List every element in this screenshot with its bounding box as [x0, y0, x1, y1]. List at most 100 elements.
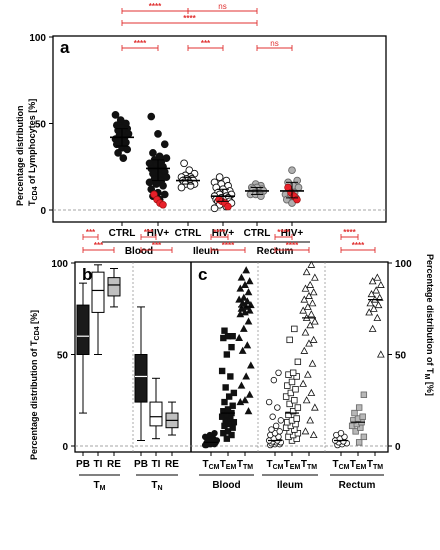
c-point-square — [288, 378, 296, 386]
c-point-square — [360, 433, 368, 441]
c-xtick-label: TCM — [267, 459, 284, 471]
c-point-circle — [275, 369, 282, 376]
c-point-triangle — [245, 390, 254, 398]
c-point-square — [221, 327, 228, 334]
c-ytick-label: 0 — [395, 442, 401, 453]
c-point-circle — [277, 417, 285, 424]
a-point — [147, 112, 156, 121]
c-point-triangle — [246, 361, 255, 369]
c-xtick-label: TTM — [237, 459, 253, 471]
c-point-triangle — [237, 273, 246, 281]
c-point-circle — [265, 398, 273, 406]
c-point-triangle — [376, 350, 385, 358]
c-point-square — [355, 439, 363, 446]
c-point-triangle — [241, 396, 249, 404]
c-point-triangle — [310, 273, 319, 281]
c-point-triangle — [246, 300, 255, 309]
c-point-triangle — [308, 299, 317, 307]
c-point-square — [221, 398, 228, 406]
c-point-triangle — [365, 308, 374, 316]
c-point-square — [218, 367, 226, 375]
c-point-triangle — [242, 266, 251, 274]
c-point-triangle — [236, 284, 245, 292]
panel-b-ylabel: Percentage distribution of TCD4 [%] — [29, 310, 41, 460]
c-point-square — [230, 419, 238, 426]
c-xtick-label: TCM — [203, 459, 220, 471]
panel-a-y-axis: 0 50 100 — [29, 33, 53, 217]
a-point — [159, 181, 167, 190]
c-point-triangle — [244, 317, 253, 325]
a-point — [177, 183, 186, 192]
a-sig-ileum-label: *** — [201, 39, 211, 48]
c-point-triangle — [300, 295, 309, 303]
c-point-square — [291, 325, 298, 333]
b-box — [149, 401, 163, 427]
c-point-square — [230, 389, 238, 397]
c-point-circle — [211, 429, 218, 437]
a-ytick-label: 100 — [29, 33, 46, 44]
b-ytick-label: 50 — [57, 351, 69, 362]
a-xtick-label: HIV+ — [212, 228, 235, 239]
c-point-triangle — [376, 280, 385, 288]
c-point-square — [223, 435, 231, 442]
c-point-triangle — [245, 306, 254, 314]
c-xtick-label: TTM — [367, 459, 383, 471]
c-point-square — [286, 336, 293, 344]
c-point-square — [227, 373, 234, 380]
c-point-triangle — [306, 280, 315, 288]
c-point-triangle — [309, 430, 318, 439]
b-box — [107, 277, 121, 297]
c-point-square — [224, 428, 232, 435]
c-point-square — [355, 404, 363, 411]
b-ytick-label: 0 — [62, 442, 68, 453]
b-sig-1-label: *** — [86, 228, 96, 237]
c-sig-ileum-1-label: **** — [277, 228, 290, 237]
a-group-label: Blood — [125, 246, 153, 257]
b-sig-4-label: *** — [152, 241, 162, 250]
c-point-square — [352, 428, 359, 435]
c-point-triangle — [372, 286, 381, 294]
a-sig-blood-ileum-label: **** — [149, 2, 162, 11]
c-point-triangle — [301, 427, 310, 435]
c-sig-ileum-2-label: **** — [286, 241, 299, 250]
c-point-triangle — [302, 268, 311, 276]
b-ytick-label: 100 — [51, 259, 68, 270]
c-group-label: Blood — [212, 480, 240, 491]
a-point — [114, 149, 122, 157]
c-point-triangle — [235, 333, 244, 342]
c-group-label: Ileum — [277, 480, 303, 491]
b-box — [76, 304, 90, 355]
b-sig-3-label: *** — [144, 228, 154, 237]
c-point-square — [351, 409, 358, 417]
c-point-triangle — [310, 403, 319, 411]
a-point — [215, 173, 224, 181]
panel-c-y-axis: 0 50 100 — [388, 259, 412, 453]
c-point-square — [229, 332, 236, 340]
c-point-square — [294, 404, 302, 411]
b-xtick-label: RE — [107, 459, 121, 470]
a-point — [145, 178, 154, 187]
c-point-square — [225, 393, 233, 400]
c-point-triangle — [243, 297, 252, 305]
c-point-triangle — [243, 341, 252, 349]
a-point — [123, 145, 132, 154]
c-point-square — [359, 413, 366, 420]
c-point-triangle — [306, 416, 315, 424]
c-point-circle — [337, 429, 345, 437]
c-point-circle — [269, 413, 276, 420]
c-point-triangle — [375, 293, 384, 301]
c-point-triangle — [308, 359, 317, 367]
a-point — [257, 192, 265, 201]
c-point-triangle — [373, 273, 382, 281]
c-point-triangle — [309, 335, 318, 343]
a-point-highlight — [159, 201, 167, 209]
panel-bc-frame — [74, 261, 389, 453]
c-point-triangle — [307, 388, 316, 396]
c-point-square — [289, 369, 297, 376]
c-point-circle — [274, 404, 281, 411]
c-point-triangle — [245, 277, 254, 285]
c-point-triangle — [301, 328, 310, 336]
c-xtick-label: TCM — [333, 459, 350, 471]
c-point-triangle — [309, 288, 318, 296]
